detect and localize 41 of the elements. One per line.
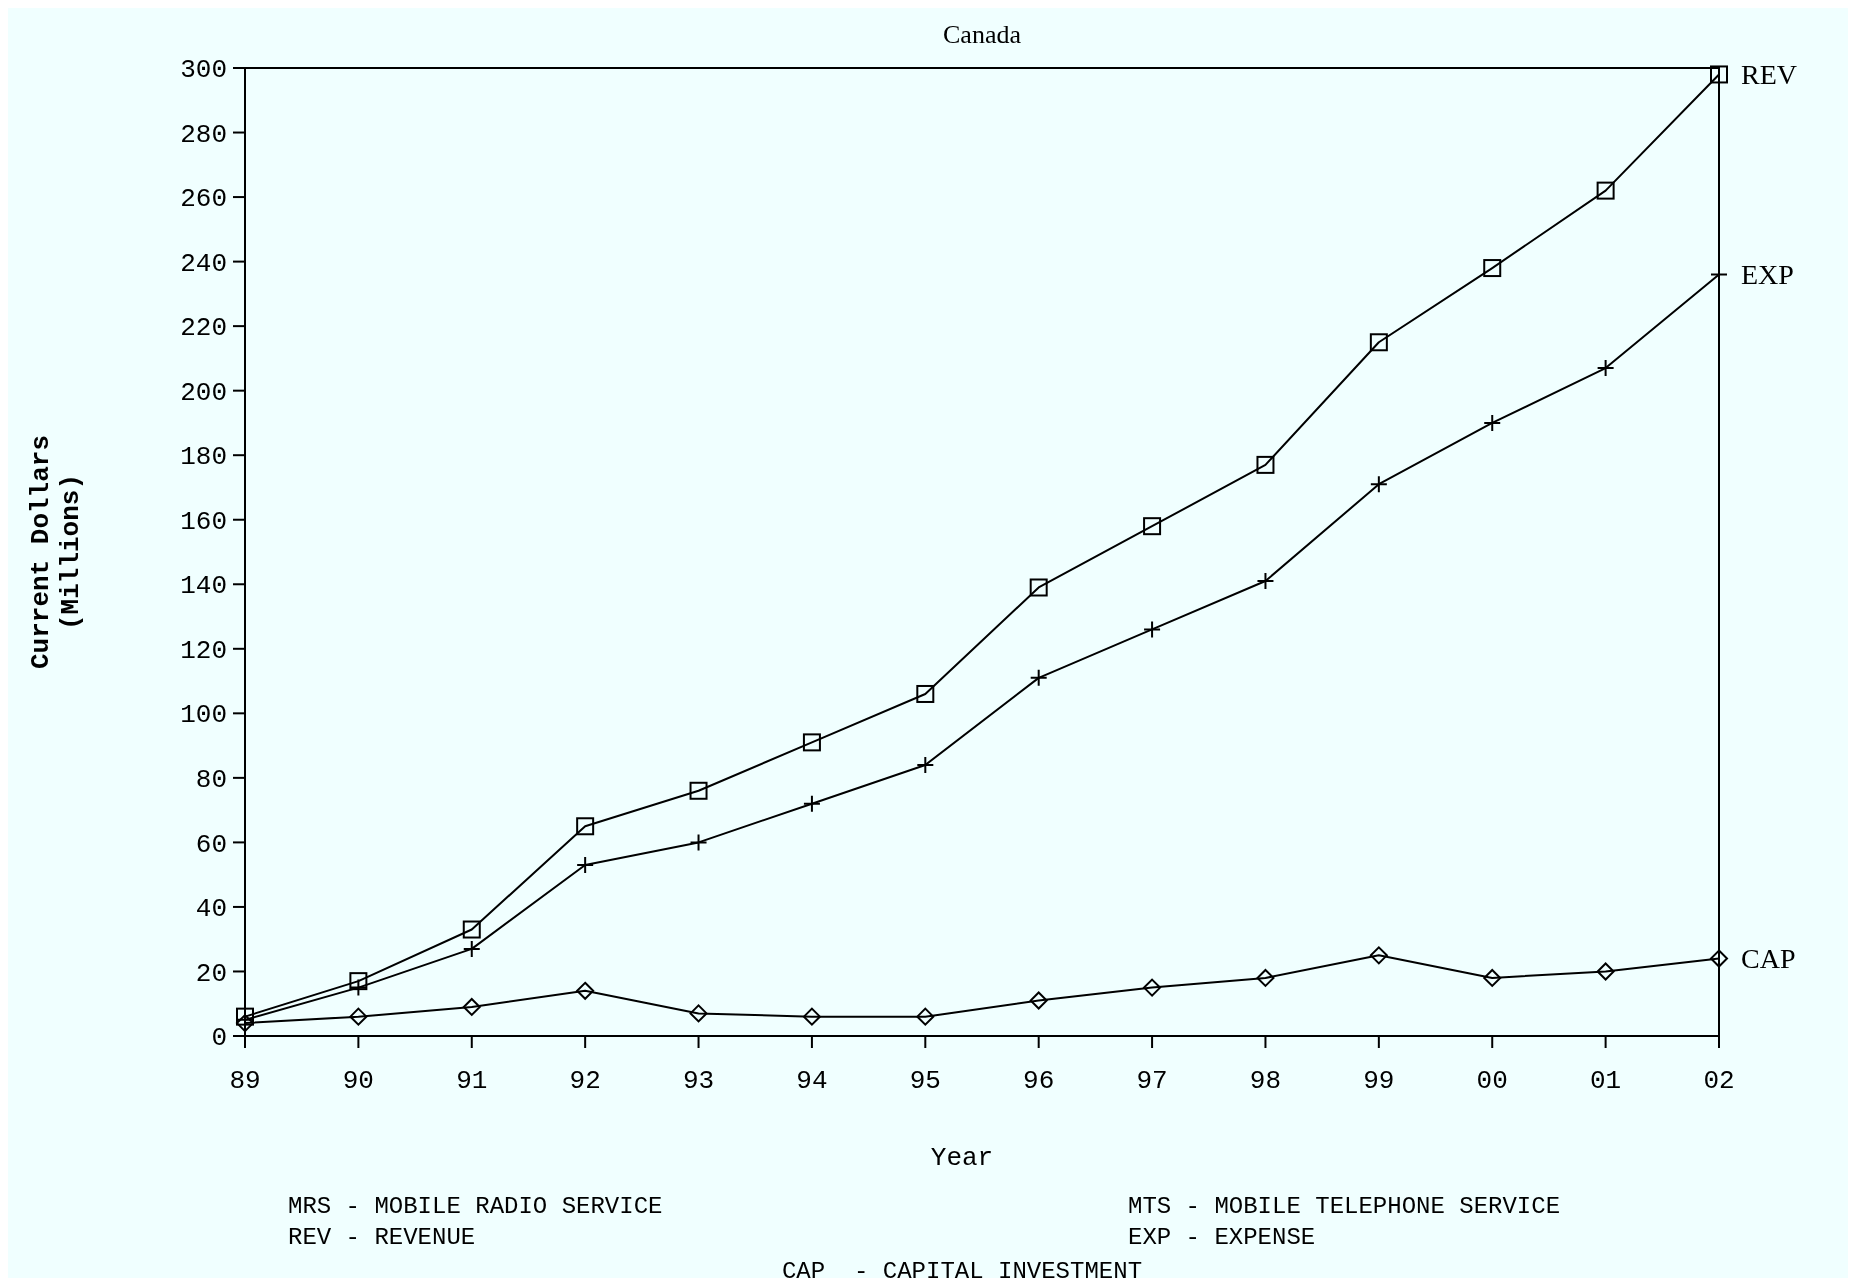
y-tick-label: 260	[180, 184, 227, 215]
text: REV - REVENUE	[288, 1224, 476, 1251]
x-tick-label: 99	[1363, 1066, 1395, 1096]
y-tick-label: 180	[180, 442, 227, 473]
y-tick-label: 100	[180, 700, 227, 731]
x-tick-label: 90	[342, 1066, 374, 1096]
x-tick-label: 93	[682, 1066, 715, 1096]
series-label: EXP	[1741, 259, 1794, 291]
x-tick-label: 92	[569, 1066, 601, 1096]
x-tick-label: 02	[1703, 1066, 1735, 1096]
chart-title: Canada	[943, 20, 1022, 49]
x-tick-label: 01	[1590, 1066, 1622, 1096]
y-tick-label: 0	[211, 1023, 227, 1054]
x-tick-label: 94	[796, 1066, 828, 1096]
x-axis-title: Year	[930, 1143, 994, 1173]
text: CAP - CAPITAL INVESTMENT	[781, 1258, 1143, 1285]
y-tick-label: 80	[195, 764, 227, 795]
x-tick-label: 95	[909, 1066, 941, 1096]
x-tick-label: 89	[229, 1066, 261, 1096]
x-tick-label: 97	[1136, 1066, 1168, 1096]
series-label: REV	[1741, 59, 1797, 91]
y-tick-label: 60	[195, 829, 227, 860]
y-tick-label: 160	[180, 506, 227, 537]
x-tick-label: 96	[1023, 1066, 1055, 1096]
y-tick-label: 140	[180, 571, 227, 602]
y-axis-title: Current Dollars (Millions)	[26, 434, 86, 670]
text: EXP - EXPENSE	[1128, 1224, 1316, 1251]
text: MRS - MOBILE RADIO SERVICE	[288, 1193, 663, 1220]
y-tick-label: 20	[195, 958, 227, 989]
x-tick-label: 91	[456, 1066, 488, 1096]
x-tick-label: 98	[1249, 1066, 1282, 1096]
y-tick-label: 40	[195, 894, 227, 925]
y-tick-label: 120	[180, 635, 227, 666]
series-label: CAP	[1741, 943, 1796, 975]
text: MTS - MOBILE TELEPHONE SERVICE	[1128, 1193, 1561, 1220]
x-tick-label: 00	[1476, 1066, 1508, 1096]
y-tick-label: 220	[180, 313, 227, 344]
y-tick-label: 200	[180, 377, 227, 408]
y-tick-label: 280	[180, 119, 227, 150]
y-tick-label: 300	[180, 55, 227, 86]
y-tick-label: 240	[180, 248, 227, 279]
